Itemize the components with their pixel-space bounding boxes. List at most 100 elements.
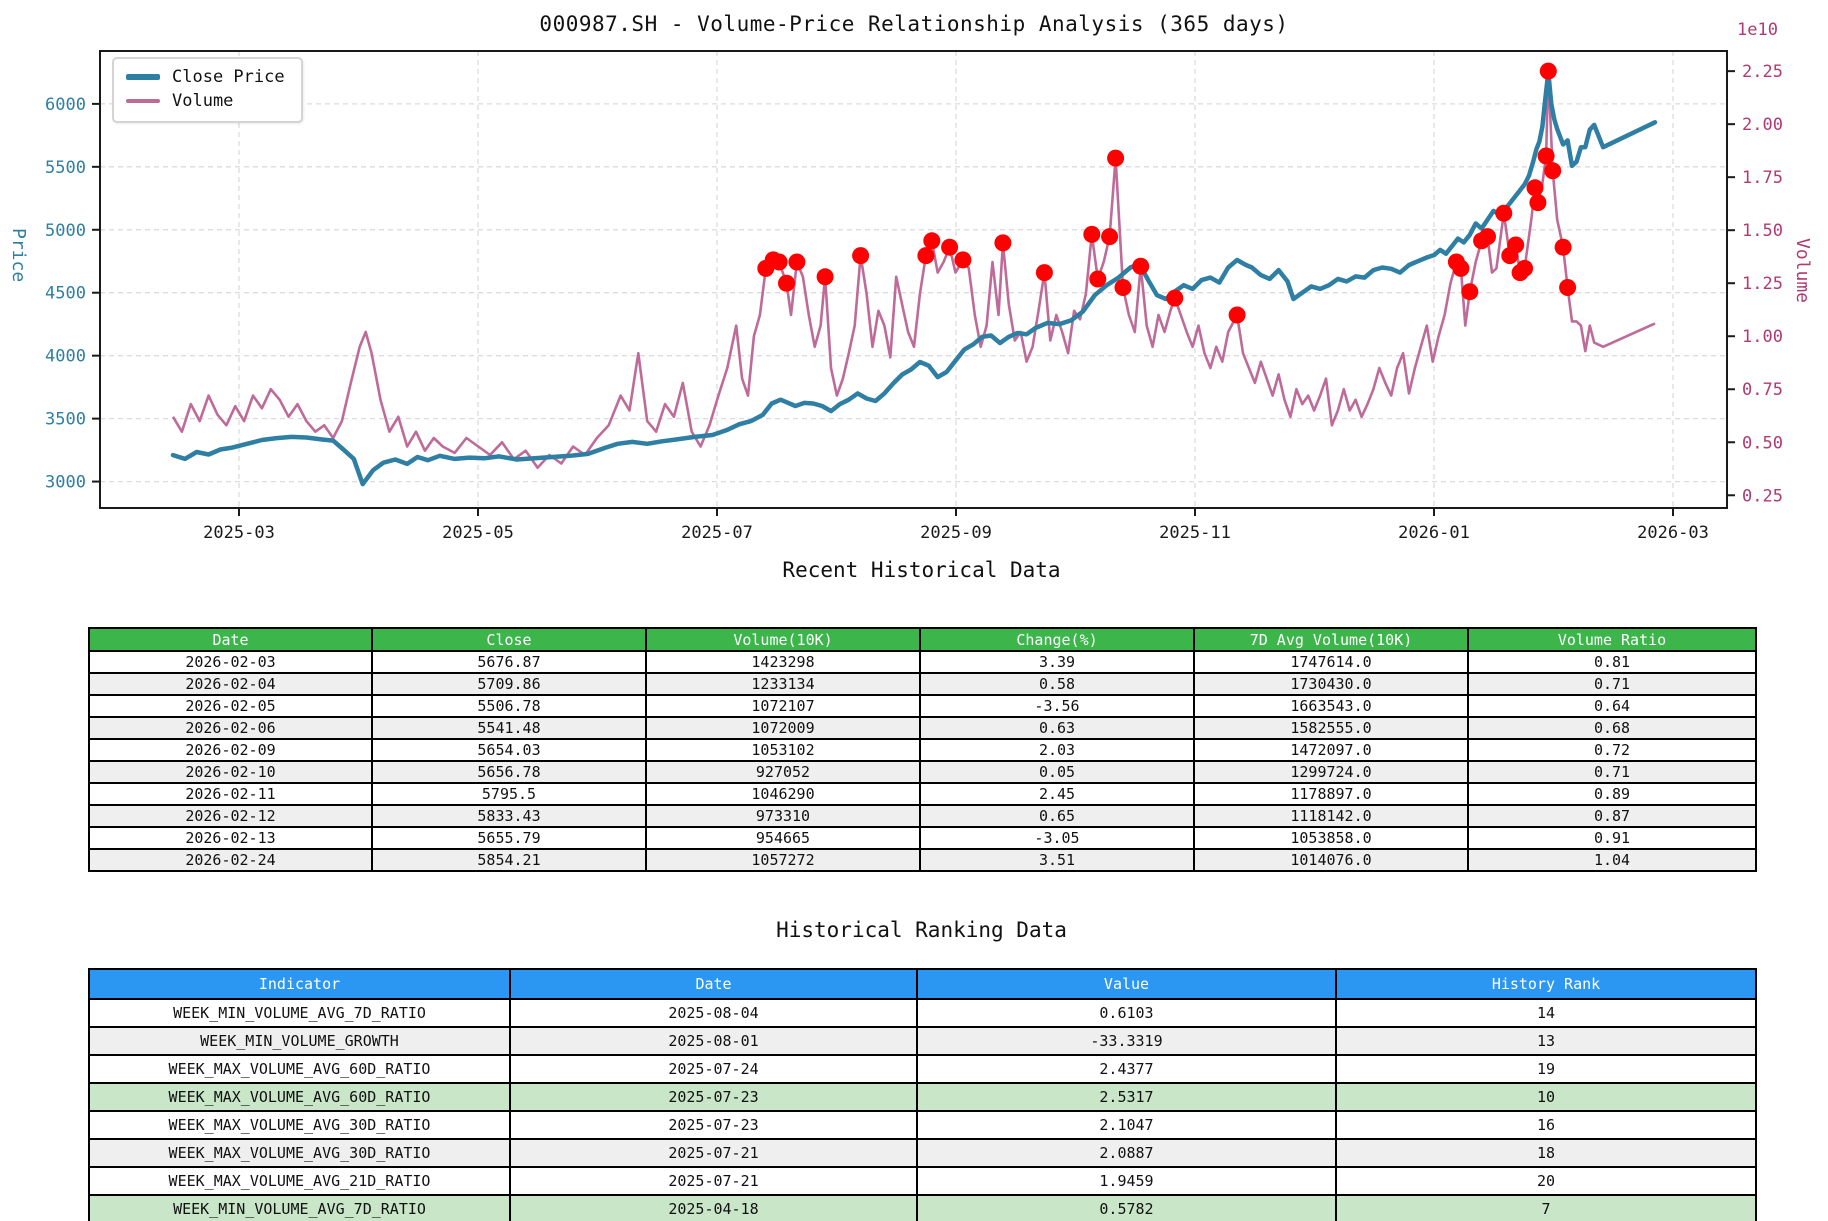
table-cell: 1014076.0	[1193, 848, 1469, 872]
table-cell: 0.87	[1467, 804, 1757, 828]
chart-legend: Close Price Volume	[112, 57, 303, 123]
volume-spike-dot	[1526, 179, 1544, 197]
table-cell: 3.39	[919, 650, 1195, 674]
table-cell: 1.9459	[916, 1166, 1337, 1196]
table-cell: 2026-02-13	[88, 826, 373, 850]
table-cell: 0.5782	[916, 1194, 1337, 1221]
column-header: Close	[371, 627, 647, 652]
table-cell: WEEK_MIN_VOLUME_AVG_7D_RATIO	[88, 998, 511, 1028]
table-row: WEEK_MAX_VOLUME_AVG_21D_RATIO 2025-07-21 1…	[88, 1166, 1757, 1196]
table-cell: 2.5317	[916, 1082, 1337, 1112]
table-cell: 2026-02-06	[88, 716, 373, 740]
table-cell: 1072107	[645, 694, 921, 718]
table-cell: 0.64	[1467, 694, 1757, 718]
volume-spike-dot	[1495, 204, 1513, 222]
volume-spike-dot	[1114, 279, 1132, 296]
column-header: History Rank	[1335, 968, 1757, 1000]
table-cell: 1053858.0	[1193, 826, 1469, 850]
table-cell: 0.6103	[916, 998, 1337, 1028]
table-row: 2026-02-13 5655.79 954665 -3.05 1053858.0 0.9…	[88, 826, 1757, 850]
table-header-row: Indicator Date Value History Rank	[88, 968, 1757, 1000]
column-header: Date	[88, 627, 373, 652]
table-cell: 2025-08-01	[509, 1026, 918, 1056]
volume-spike-dot	[816, 268, 834, 286]
volume-spike-dot	[1132, 257, 1150, 275]
x-tick-label: 2025-11	[1159, 523, 1231, 543]
chart-title: 000987.SH - Volume-Price Relationship An…	[539, 12, 1289, 36]
table-cell: 2026-02-24	[88, 848, 373, 872]
table-cell: WEEK_MIN_VOLUME_AVG_7D_RATIO	[88, 1194, 511, 1221]
price-axis-label: Price	[8, 228, 29, 283]
table-cell: 0.71	[1467, 672, 1757, 696]
table-cell: 20	[1335, 1166, 1757, 1196]
price-tick-label: 5000	[45, 221, 86, 241]
volume-axis-label: Volume	[1792, 238, 1813, 304]
table-cell: 2026-02-04	[88, 672, 373, 696]
volume-spike-dot	[1554, 238, 1572, 256]
table-cell: 1.04	[1467, 848, 1757, 872]
table-row: 2026-02-04 5709.86 1233134 0.58 1730430.0 0.7…	[88, 672, 1757, 696]
table-cell: 7	[1335, 1194, 1757, 1221]
table-cell: 0.68	[1467, 716, 1757, 740]
x-tick-label: 2025-03	[203, 523, 275, 543]
volume-tick-label: 0.50	[1742, 433, 1783, 453]
table-cell: -3.05	[919, 826, 1195, 850]
table-cell: 5676.87	[371, 650, 647, 674]
volume-spike-dot	[1544, 162, 1562, 180]
table-cell: WEEK_MAX_VOLUME_AVG_21D_RATIO	[88, 1166, 511, 1196]
column-header: Date	[509, 968, 918, 1000]
table-row: WEEK_MAX_VOLUME_AVG_30D_RATIO 2025-07-21 2…	[88, 1138, 1757, 1168]
table-cell: 0.05	[919, 760, 1195, 784]
table-cell: 5655.79	[371, 826, 647, 850]
table-row: 2026-02-10 5656.78 927052 0.05 1299724.0 0.71	[88, 760, 1757, 784]
volume-tick-label: 1.00	[1742, 327, 1783, 347]
x-tick-label: 2025-07	[681, 523, 753, 543]
table-row: 2026-02-09 5654.03 1053102 2.03 1472097.0 0.7…	[88, 738, 1757, 762]
table-cell: 5795.5	[371, 782, 647, 806]
volume-spike-dot	[923, 232, 941, 250]
volume-line	[171, 69, 1656, 470]
table-cell: 1472097.0	[1193, 738, 1469, 762]
volume-spike-dot	[1537, 147, 1555, 165]
legend-item-close-price: Close Price	[126, 65, 285, 89]
volume-spike-dot	[1516, 259, 1534, 277]
volume-spike-dot	[1479, 228, 1496, 246]
table-cell: 2026-02-11	[88, 782, 373, 806]
section-title-recent: Recent Historical Data	[782, 558, 1061, 582]
volume-spike-dot	[852, 247, 870, 265]
volume-tick-label: 2.25	[1742, 62, 1783, 82]
volume-spike-dot	[954, 251, 972, 269]
table-row: 2026-02-06 5541.48 1072009 0.63 1582555.0 0.6…	[88, 716, 1757, 740]
volume-spike-dot	[1529, 194, 1547, 212]
volume-tick-label: 2.00	[1742, 115, 1783, 135]
volume-spike-dot	[778, 274, 795, 292]
x-tick-label: 2025-09	[920, 523, 992, 543]
table-cell: WEEK_MAX_VOLUME_AVG_60D_RATIO	[88, 1054, 511, 1084]
volume-spike-dot	[788, 253, 806, 271]
table-cell: -33.3319	[916, 1026, 1337, 1056]
table-cell: 5833.43	[371, 804, 647, 828]
table-cell: 1233134	[645, 672, 921, 696]
table-row: 2026-02-24 5854.21 1057272 3.51 1014076.0 1.0…	[88, 848, 1757, 872]
volume-spike-dot	[1559, 279, 1577, 296]
volume-spike-dot	[1507, 236, 1525, 254]
plot-border	[99, 50, 1728, 509]
table-cell: WEEK_MAX_VOLUME_AVG_30D_RATIO	[88, 1138, 511, 1168]
volume-spike-dot	[1461, 283, 1479, 301]
table-cell: 3.51	[919, 848, 1195, 872]
table-row: 2026-02-03 5676.87 1423298 3.39 1747614.0 0.8…	[88, 650, 1757, 674]
table-cell: 2.0887	[916, 1138, 1337, 1168]
volume-spike-dot	[941, 238, 959, 256]
column-header: Volume(10K)	[645, 627, 921, 652]
table-cell: 5654.03	[371, 738, 647, 762]
table-row: WEEK_MAX_VOLUME_AVG_30D_RATIO 2025-07-23 2…	[88, 1110, 1757, 1140]
table-cell: 10	[1335, 1082, 1757, 1112]
table-cell: 2025-08-04	[509, 998, 918, 1028]
table-cell: 14	[1335, 998, 1757, 1028]
table-cell: 2025-07-24	[509, 1054, 918, 1084]
table-cell: 0.89	[1467, 782, 1757, 806]
volume-spike-dot	[770, 253, 788, 271]
table-cell: 1072009	[645, 716, 921, 740]
table-cell: 1299724.0	[1193, 760, 1469, 784]
table-cell: 5854.21	[371, 848, 647, 872]
